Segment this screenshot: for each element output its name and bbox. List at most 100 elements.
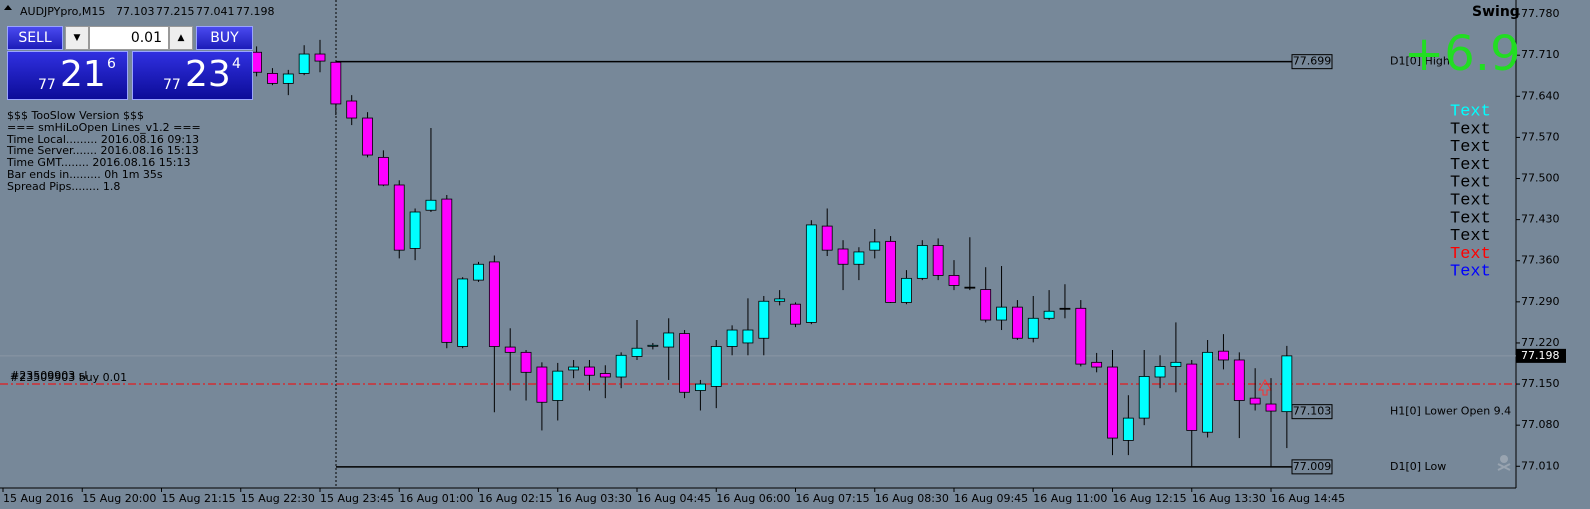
candle-body [409, 211, 421, 249]
candle-body [346, 100, 358, 119]
text-label: Text [1450, 209, 1491, 228]
lot-input[interactable]: 0.01 [89, 26, 169, 50]
x-tick-label: 16 Aug 07:15 [796, 492, 870, 505]
candle-body [615, 354, 627, 378]
candle-body [1075, 307, 1087, 365]
candle-body [568, 366, 579, 371]
x-tick-label: 16 Aug 04:45 [637, 492, 711, 505]
level-name: H1[0] Lower Open 9.4 [1390, 405, 1511, 418]
y-tick-label: 77.500 [1521, 172, 1560, 185]
level-value: 77.103 [1293, 405, 1332, 418]
candle-body [742, 329, 754, 344]
candle-body [314, 53, 326, 62]
candle-body [1265, 403, 1277, 412]
text-label: Text [1450, 191, 1491, 210]
candle-body [282, 73, 294, 84]
x-tick-label: 15 Aug 21:15 [162, 492, 236, 505]
symbol: AUDJPYpro,M15 [20, 5, 105, 18]
bid-pip: 6 [107, 56, 116, 72]
text-label: Text [1450, 174, 1491, 193]
candle-body [679, 333, 690, 393]
x-tick-label: 16 Aug 08:30 [875, 492, 949, 505]
text-label: Text [1450, 263, 1491, 282]
candle-body [1043, 310, 1055, 319]
candle-body [1059, 307, 1071, 310]
lot-up[interactable]: ▲ [169, 26, 193, 50]
info-line: Time Local......... 2016.08.16 09:13 [7, 132, 200, 146]
info-line: $$$ TooSlow Version $$$ [7, 109, 145, 122]
x-tick-label: 16 Aug 02:15 [479, 492, 553, 505]
level-box [1291, 459, 1333, 475]
candle-body [1218, 350, 1229, 361]
candle-body [425, 199, 437, 211]
order-sl-label: #23509903 sl [10, 369, 88, 382]
level-box [1291, 54, 1333, 70]
candle-body [1281, 355, 1293, 413]
candle-body [457, 278, 469, 347]
x-tick-label: 16 Aug 14:45 [1271, 492, 1345, 505]
x-tick-label: 16 Aug 13:30 [1192, 492, 1266, 505]
level-value: 77.699 [1293, 55, 1332, 68]
menu-icon[interactable] [4, 5, 12, 10]
level-name: D1[0] High [1390, 55, 1450, 68]
sell-button[interactable]: SELL [7, 26, 63, 50]
candle-body [504, 346, 516, 353]
candle-body [488, 261, 500, 347]
level-name: D1[0] Low [1390, 460, 1446, 473]
candle-body [1154, 366, 1166, 378]
x-tick-label: 15 Aug 23:45 [320, 492, 394, 505]
candle-body [885, 240, 896, 303]
current-price-box [1516, 348, 1566, 363]
candle-body [790, 303, 801, 325]
y-tick-label: 77.710 [1521, 48, 1560, 61]
candle-body [726, 329, 738, 347]
bid-figure: 21 [60, 54, 106, 95]
candle-body [837, 248, 849, 265]
x-tick-label: 15 Aug 2016 [3, 492, 73, 505]
candle-body [1027, 317, 1039, 339]
candle-body [1091, 361, 1103, 368]
text-label: Text [1450, 138, 1491, 157]
candle-body [599, 373, 611, 378]
ask-pip: 4 [232, 56, 241, 72]
y-tick-label: 77.360 [1521, 254, 1560, 267]
candle-body [869, 241, 881, 251]
lot-down[interactable]: ▼ [65, 26, 89, 50]
profit: +6.9 [1404, 26, 1521, 82]
bid-box[interactable]: 77 21 6 [7, 51, 128, 100]
x-tick-label: 16 Aug 03:30 [558, 492, 632, 505]
candle-body [758, 300, 770, 339]
x-tick-label: 16 Aug 09:45 [954, 492, 1028, 505]
header-open: 77.103 [116, 5, 155, 18]
y-tick-label: 77.080 [1521, 418, 1560, 431]
order-label: #23509903 buy 0.01 [10, 371, 127, 384]
info-line: Time Server....... 2016.08.16 15:13 [7, 144, 199, 158]
candle-body [552, 370, 564, 401]
candle-body [330, 61, 342, 105]
candle-body [251, 51, 263, 73]
y-tick-label: 77.430 [1521, 213, 1560, 226]
bid-big: 77 [38, 77, 56, 93]
candle-body [267, 73, 278, 84]
info-line: === smHiLoOpen Lines_v1.2 === [7, 120, 201, 134]
candle-body [901, 277, 912, 303]
candle-body [1122, 417, 1134, 441]
info-panel: $$$ TooSlow Version $$$ === smHiLoOpen Li… [7, 110, 201, 193]
text-label: Text [1450, 156, 1491, 175]
candle-body [441, 198, 453, 343]
ask-figure: 23 [185, 54, 231, 95]
ask-box[interactable]: 77 23 4 [132, 51, 253, 100]
candle-body [1249, 397, 1261, 405]
text-label: Text [1450, 227, 1491, 246]
level-value: 77.009 [1293, 460, 1332, 473]
candle-body [663, 332, 675, 348]
x-tick-label: 15 Aug 22:30 [241, 492, 315, 505]
candle-body [1170, 361, 1182, 367]
candle-body [377, 156, 389, 186]
buy-button[interactable]: BUY [196, 26, 253, 50]
candle-body [647, 344, 659, 347]
corner-text: Swing [1472, 4, 1520, 20]
